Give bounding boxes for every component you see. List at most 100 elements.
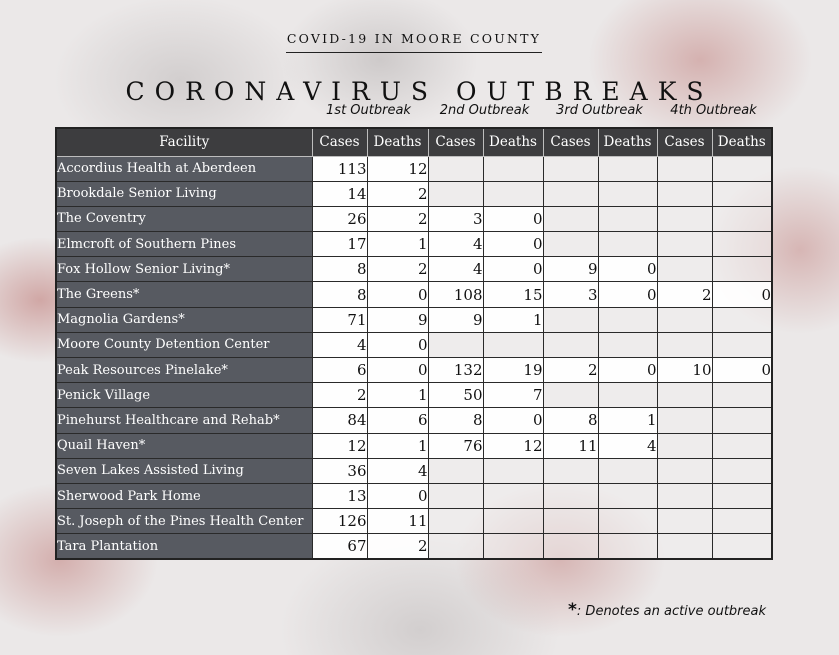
cases-cell <box>542 508 599 535</box>
facility-name-cell: The Greens* <box>55 281 313 308</box>
deaths-cell: 15 <box>482 281 544 308</box>
deaths-cell <box>482 155 544 182</box>
facility-name-cell: Quail Haven* <box>55 432 313 459</box>
footnote-text: : Denotes an active outbreak <box>576 604 766 619</box>
cases-cell: 12 <box>311 432 368 459</box>
deaths-cell: 0 <box>711 281 773 308</box>
cases-cell: 6 <box>311 356 368 384</box>
column-header-cases: Cases <box>542 127 599 157</box>
deaths-cell <box>711 331 773 359</box>
cases-cell: 71 <box>311 306 368 333</box>
table-row: Magnolia Gardens* 71 9 9 1 <box>55 306 773 333</box>
kicker-heading: COVID-19 IN MOORE COUNTY <box>286 31 542 53</box>
deaths-cell: 0 <box>597 281 658 308</box>
deaths-cell: 1 <box>366 432 429 459</box>
deaths-cell <box>597 457 658 484</box>
deaths-cell: 9 <box>366 306 429 333</box>
cases-cell: 3 <box>427 205 484 233</box>
cases-cell: 113 <box>311 155 368 182</box>
table-row: Brookdale Senior Living 14 2 <box>55 180 773 207</box>
cases-cell <box>656 331 713 359</box>
deaths-cell <box>482 482 544 510</box>
deaths-cell: 2 <box>366 180 429 207</box>
deaths-cell: 4 <box>366 457 429 484</box>
column-header-cases: Cases <box>427 127 484 157</box>
cases-cell: 10 <box>656 356 713 384</box>
deaths-cell: 0 <box>597 256 658 283</box>
cases-cell: 8 <box>542 407 599 434</box>
deaths-cell: 2 <box>366 256 429 283</box>
deaths-cell <box>597 482 658 510</box>
facility-name-cell: Peak Resources Pinelake* <box>55 356 313 384</box>
deaths-cell: 4 <box>597 432 658 459</box>
deaths-cell <box>597 205 658 233</box>
cases-cell: 67 <box>311 533 368 560</box>
deaths-cell: 12 <box>366 155 429 182</box>
table-row: Penick Village 2 1 50 7 <box>55 382 773 409</box>
cases-cell <box>656 407 713 434</box>
column-header-cases: Cases <box>311 127 368 157</box>
table-header-row: Facility Cases Deaths Cases Deaths Cases… <box>55 127 773 157</box>
outbreak-label-3: 3rd Outbreak <box>556 103 643 118</box>
deaths-cell <box>597 533 658 560</box>
cases-cell: 36 <box>311 457 368 484</box>
table-row: Quail Haven* 12 1 76 12 11 4 <box>55 432 773 459</box>
cases-cell <box>656 457 713 484</box>
column-header-deaths: Deaths <box>482 127 544 157</box>
table-row: Sherwood Park Home 13 0 <box>55 482 773 510</box>
cases-cell: 84 <box>311 407 368 434</box>
deaths-cell: 1 <box>482 306 544 333</box>
cases-cell: 76 <box>427 432 484 459</box>
facility-name-cell: Sherwood Park Home <box>55 482 313 510</box>
facility-name-cell: The Coventry <box>55 205 313 233</box>
deaths-cell <box>597 155 658 182</box>
deaths-cell: 0 <box>482 205 544 233</box>
deaths-cell <box>711 382 773 409</box>
deaths-cell <box>711 306 773 333</box>
cases-cell <box>656 231 713 258</box>
deaths-cell: 6 <box>366 407 429 434</box>
cases-cell <box>427 155 484 182</box>
cases-cell <box>656 256 713 283</box>
deaths-cell: 0 <box>482 407 544 434</box>
cases-cell: 11 <box>542 432 599 459</box>
deaths-cell: 1 <box>366 231 429 258</box>
cases-cell <box>542 155 599 182</box>
deaths-cell: 11 <box>366 508 429 535</box>
facility-name-cell: Brookdale Senior Living <box>55 180 313 207</box>
table-row: The Greens* 8 0 108 15 3 0 2 0 <box>55 281 773 308</box>
deaths-cell <box>711 256 773 283</box>
table-row: St. Joseph of the Pines Health Center 126… <box>55 508 773 535</box>
cases-cell: 2 <box>656 281 713 308</box>
deaths-cell <box>711 533 773 560</box>
deaths-cell: 0 <box>366 356 429 384</box>
table-row: Fox Hollow Senior Living* 8 2 4 0 9 0 <box>55 256 773 283</box>
cases-cell: 50 <box>427 382 484 409</box>
cases-cell: 108 <box>427 281 484 308</box>
table-row: Accordius Health at Aberdeen 113 12 <box>55 155 773 182</box>
table-body: Accordius Health at Aberdeen 113 12 Brookda… <box>55 155 773 560</box>
deaths-cell: 19 <box>482 356 544 384</box>
cases-cell: 17 <box>311 231 368 258</box>
cases-cell: 2 <box>542 356 599 384</box>
facility-name-cell: Penick Village <box>55 382 313 409</box>
cases-cell <box>542 382 599 409</box>
cases-cell: 8 <box>427 407 484 434</box>
deaths-cell <box>597 382 658 409</box>
cases-cell: 14 <box>311 180 368 207</box>
cases-cell <box>427 457 484 484</box>
deaths-cell <box>597 508 658 535</box>
deaths-cell <box>711 155 773 182</box>
deaths-cell <box>482 533 544 560</box>
cases-cell <box>656 205 713 233</box>
column-header-deaths: Deaths <box>366 127 429 157</box>
deaths-cell: 0 <box>711 356 773 384</box>
deaths-cell: 0 <box>366 482 429 510</box>
deaths-cell <box>711 508 773 535</box>
deaths-cell: 0 <box>366 331 429 359</box>
deaths-cell <box>711 231 773 258</box>
cases-cell <box>542 533 599 560</box>
deaths-cell: 1 <box>366 382 429 409</box>
table-row: Pinehurst Healthcare and Rehab* 84 6 8 0 8 1 <box>55 407 773 434</box>
cases-cell <box>542 180 599 207</box>
